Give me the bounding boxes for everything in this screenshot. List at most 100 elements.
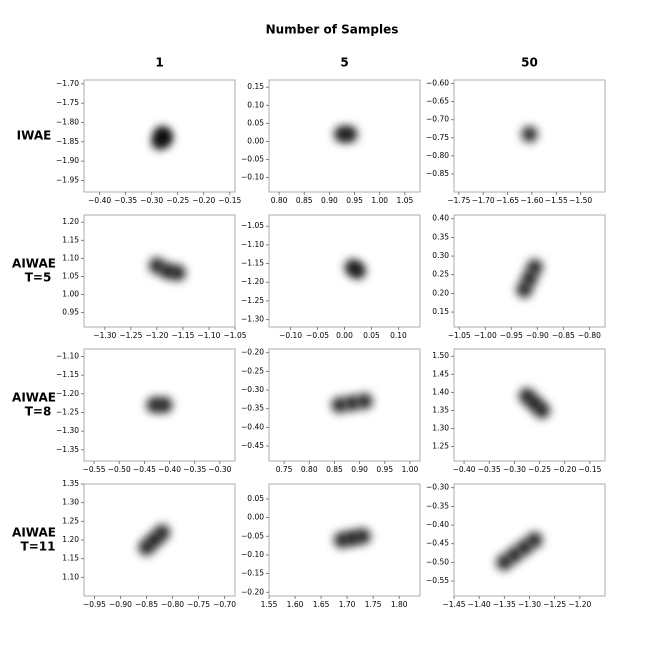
density-blob (156, 397, 173, 413)
y-tick-label: −0.10 (241, 173, 264, 182)
x-tick-label: 0.95 (346, 196, 363, 205)
density-blob (534, 402, 551, 419)
plot-area (331, 393, 373, 413)
x-tick-label: −0.15 (578, 465, 601, 474)
y-tick-label: 0.10 (247, 100, 264, 109)
y-tick-label: −0.10 (241, 550, 264, 559)
y-tick-label: 0.15 (247, 82, 264, 91)
y-tick-label: 1.00 (62, 289, 79, 298)
y-tick-label: −1.20 (241, 277, 264, 286)
x-tick-label: −1.70 (472, 196, 495, 205)
y-tick-label: −0.15 (241, 569, 264, 578)
y-tick-label: −0.70 (426, 115, 449, 124)
x-tick-label: −0.70 (213, 600, 236, 609)
row-label: T=8 (25, 405, 52, 419)
density-blob (156, 129, 173, 146)
column-header: 1 (155, 56, 163, 70)
y-tick-label: −1.25 (56, 407, 79, 416)
density-blob (349, 263, 366, 279)
y-tick-label: −0.85 (426, 169, 449, 178)
x-tick-label: −1.40 (468, 600, 491, 609)
plot-area (516, 259, 543, 298)
figure-title: Number of Samples (266, 23, 399, 37)
x-tick-label: 1.70 (339, 600, 356, 609)
y-tick-label: −0.55 (426, 576, 449, 585)
y-tick-label: −0.25 (241, 366, 264, 375)
plot-area (333, 528, 371, 548)
y-tick-label: 1.50 (432, 351, 449, 360)
axes-frame (268, 214, 421, 328)
x-tick-label: −1.75 (447, 196, 470, 205)
x-tick-label: −1.30 (518, 600, 541, 609)
plot-area (333, 126, 358, 143)
y-tick-label: −0.30 (241, 385, 264, 394)
y-tick-label: 1.15 (62, 235, 79, 244)
x-tick-label: −0.95 (500, 331, 523, 340)
column-header: 50 (521, 56, 538, 70)
y-tick-label: 1.20 (62, 217, 79, 226)
density-blob (331, 397, 348, 413)
y-tick-label: −1.05 (241, 221, 264, 230)
x-tick-label: 1.80 (391, 600, 408, 609)
x-tick-label: −1.45 (443, 600, 466, 609)
y-tick-label: −1.85 (56, 137, 79, 146)
y-tick-label: 0.05 (247, 118, 264, 127)
row-label: AIWAE (12, 391, 56, 405)
x-tick-label: −0.20 (192, 196, 215, 205)
x-tick-label: −0.80 (161, 600, 184, 609)
y-tick-label: 1.20 (62, 535, 79, 544)
density-blob (521, 126, 538, 143)
x-tick-label: 0.95 (376, 465, 393, 474)
y-tick-label: −0.80 (426, 151, 449, 160)
axes-frame (268, 483, 421, 597)
y-tick-label: −0.35 (426, 501, 449, 510)
plot-area (146, 397, 173, 413)
x-tick-label: 1.65 (313, 600, 330, 609)
x-tick-label: −0.30 (208, 465, 231, 474)
plot-area (518, 387, 551, 419)
x-tick-label: −1.20 (568, 600, 591, 609)
x-tick-label: −1.20 (145, 331, 168, 340)
x-tick-label: −0.30 (503, 465, 526, 474)
y-tick-label: −1.10 (241, 240, 264, 249)
x-tick-label: −1.00 (474, 331, 497, 340)
y-tick-label: 1.35 (62, 479, 79, 488)
y-tick-label: 1.25 (432, 442, 449, 451)
y-tick-label: −1.30 (56, 426, 79, 435)
x-tick-label: −0.15 (218, 196, 241, 205)
density-blob (154, 524, 171, 541)
row-label: AIWAE (12, 257, 56, 271)
y-tick-label: 0.05 (247, 494, 264, 503)
x-tick-label: −1.10 (197, 331, 220, 340)
x-tick-label: −1.05 (448, 331, 471, 340)
x-tick-label: 0.90 (351, 465, 368, 474)
axes-frame (453, 79, 606, 193)
plot-area (148, 257, 186, 281)
y-tick-label: −1.90 (56, 156, 79, 165)
y-tick-label: 1.05 (62, 271, 79, 280)
x-tick-label: −0.05 (306, 331, 329, 340)
axes-frame (83, 79, 236, 193)
x-tick-label: −1.65 (496, 196, 519, 205)
density-blob (354, 528, 371, 545)
y-tick-label: 0.40 (432, 214, 449, 223)
y-tick-label: −1.95 (56, 175, 79, 184)
density-blob (344, 395, 361, 412)
x-tick-label: −0.90 (109, 600, 132, 609)
y-tick-label: −0.50 (426, 557, 449, 566)
x-tick-label: 0.10 (390, 331, 407, 340)
x-tick-label: 0.75 (276, 465, 293, 474)
density-blob (516, 281, 533, 298)
plot-area (344, 259, 366, 279)
y-tick-label: 1.40 (432, 387, 449, 396)
x-tick-label: −0.40 (88, 196, 111, 205)
axes-frame (268, 79, 421, 193)
x-tick-label: −0.25 (166, 196, 189, 205)
y-tick-label: −0.05 (241, 154, 264, 163)
y-tick-label: −1.75 (56, 98, 79, 107)
x-tick-label: −0.95 (83, 600, 106, 609)
y-tick-label: −0.35 (241, 404, 264, 413)
x-tick-label: 1.00 (371, 196, 388, 205)
density-blob (341, 126, 358, 143)
